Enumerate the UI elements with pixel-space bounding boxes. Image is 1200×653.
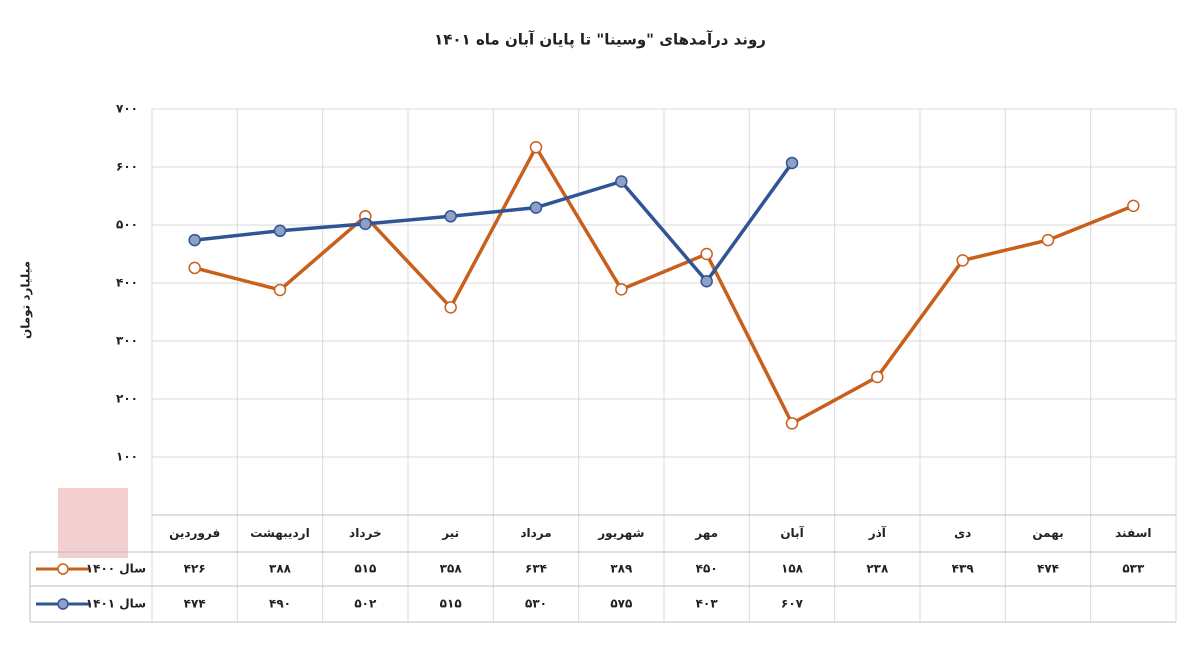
data-point [1041, 233, 1055, 247]
table-value: ۴۲۶ [184, 562, 206, 576]
table-value: ۵۳۰ [525, 597, 547, 611]
x-tick-label: فروردین [169, 526, 220, 541]
table-value: ۳۸۹ [610, 562, 633, 576]
x-tick-label: اسفند [1115, 526, 1151, 540]
table-value: ۵۳۳ [1122, 562, 1145, 576]
table-value: ۴۳۹ [952, 562, 975, 576]
table-value: ۶۰۷ [781, 597, 804, 611]
table-value: ۵۱۵ [440, 597, 462, 611]
x-tick-label: خرداد [349, 526, 382, 540]
data-point [700, 247, 713, 261]
legend-marker [57, 563, 69, 575]
table-value: ۵۷۵ [610, 597, 632, 611]
y-tick-label: ۷۰۰ [116, 102, 138, 116]
data-point [615, 283, 628, 296]
y-tick-label: ۲۰۰ [116, 392, 138, 406]
chart-title: روند درآمدهای "وسینا" تا پایان آبان ماه … [434, 31, 766, 50]
data-point [188, 261, 201, 275]
data-point [785, 417, 799, 430]
data-point [529, 201, 543, 214]
table-value: ۳۵۸ [440, 562, 463, 576]
table-value: ۴۷۴ [1037, 562, 1059, 576]
y-tick-label: ۳۰۰ [116, 334, 138, 348]
table-value: ۵۰۲ [354, 597, 377, 611]
table-value: ۱۵۸ [781, 562, 804, 576]
x-tick-label: مرداد [520, 526, 551, 540]
y-tick-label: ۱۰۰ [116, 450, 138, 464]
y-tick-label: ۵۰۰ [116, 218, 138, 232]
table-value: ۴۵۰ [696, 562, 718, 576]
data-point [444, 210, 457, 223]
data-point [700, 275, 713, 288]
data-point [273, 224, 287, 238]
data-point [1127, 199, 1140, 213]
x-tick-label: تیر [441, 526, 459, 540]
table-value: ۵۱۵ [354, 562, 376, 576]
data-point [359, 217, 372, 231]
x-tick-label: مهر [694, 526, 718, 540]
data-point [785, 156, 799, 170]
data-point [444, 301, 457, 314]
x-tick-label: آذر [868, 525, 887, 540]
series-line [194, 161, 794, 284]
logo-shape [58, 488, 128, 558]
table-value: ۴۰۳ [696, 597, 719, 611]
y-axis-label: میلیارد تومان [19, 261, 34, 339]
data-point [529, 141, 543, 154]
x-tick-label: اردیبهشت [250, 526, 309, 540]
data-point [273, 283, 287, 297]
x-tick-label: شهریور [597, 526, 644, 541]
x-tick-label: دی [954, 526, 971, 540]
y-tick-label: ۶۰۰ [116, 160, 138, 174]
data-point [956, 254, 969, 267]
x-tick-label: آبان [780, 525, 804, 540]
data-point [871, 370, 884, 384]
table-value: ۴۹۰ [269, 597, 291, 611]
table-value: ۲۳۸ [866, 562, 889, 576]
series-line [194, 145, 1134, 426]
data-point [615, 175, 628, 188]
x-tick-label: بهمن [1032, 526, 1063, 540]
table-value: ۶۳۴ [525, 562, 547, 576]
legend-label: سال ۱۴۰۰ [86, 562, 146, 576]
table-value: ۳۸۸ [269, 562, 292, 576]
logo [58, 488, 128, 558]
legend-label: سال ۱۴۰۱ [86, 597, 146, 611]
legend-marker [57, 598, 69, 610]
data-point [188, 233, 201, 247]
table-value: ۴۷۴ [184, 597, 206, 611]
y-tick-label: ۴۰۰ [116, 276, 138, 290]
